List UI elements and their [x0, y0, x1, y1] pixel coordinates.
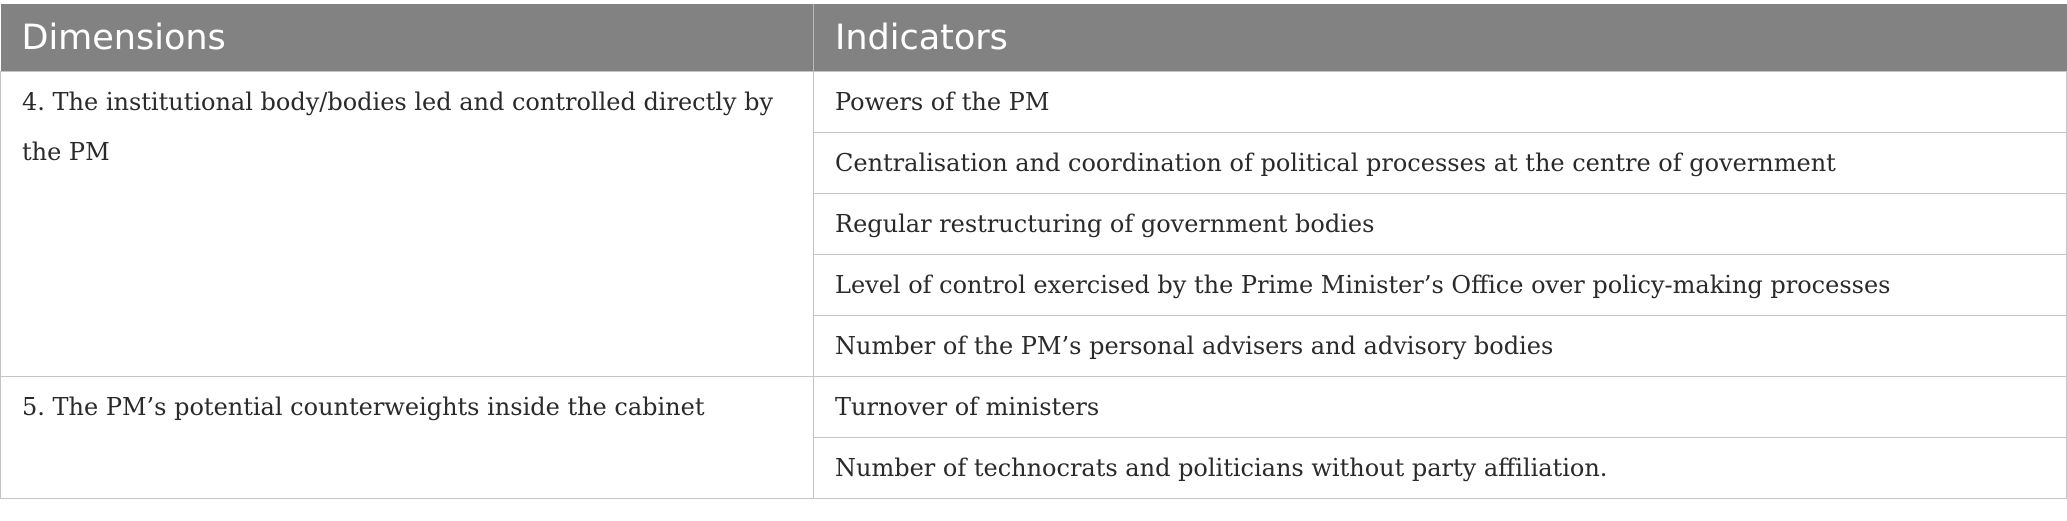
- indicator-cell: Regular restructuring of government bodi…: [813, 193, 2067, 255]
- table-row: 4. The institutional body/bodies led and…: [0, 71, 2067, 377]
- dimension-cell: 5. The PM’s potential counterweights ins…: [0, 376, 814, 499]
- table-row: Regular restructuring of government bodi…: [1, 193, 2067, 255]
- table-body: 4. The institutional body/bodies led and…: [0, 71, 2067, 499]
- table-row: Number of technocrats and politicians wi…: [1, 437, 2067, 499]
- indicator-cell: Number of technocrats and politicians wi…: [813, 437, 2067, 499]
- table-row: Level of control exercised by the Prime …: [1, 254, 2067, 316]
- table-row: 5. The PM’s potential counterweights ins…: [0, 376, 2067, 499]
- dimensions-table-container: Dimensions Indicators 4. The institution…: [0, 4, 2067, 499]
- header-indicators: Indicators: [813, 4, 2067, 72]
- header-row: Dimensions Indicators: [0, 4, 2067, 72]
- indicator-cell: Centralisation and coordination of polit…: [813, 132, 2067, 194]
- table-header: Dimensions Indicators: [0, 4, 2067, 72]
- indicator-cell: Powers of the PM: [813, 71, 2067, 133]
- indicator-cell: Number of the PM’s personal advisers and…: [813, 315, 2067, 377]
- indicator-cell: Turnover of ministers: [813, 376, 2067, 438]
- dimensions-indicators-table: Dimensions Indicators 4. The institution…: [0, 4, 2067, 499]
- header-dimensions: Dimensions: [0, 4, 814, 72]
- indicator-cell: Level of control exercised by the Prime …: [813, 254, 2067, 316]
- dimension-cell: 4. The institutional body/bodies led and…: [0, 71, 814, 377]
- table-row: Centralisation and coordination of polit…: [1, 132, 2067, 194]
